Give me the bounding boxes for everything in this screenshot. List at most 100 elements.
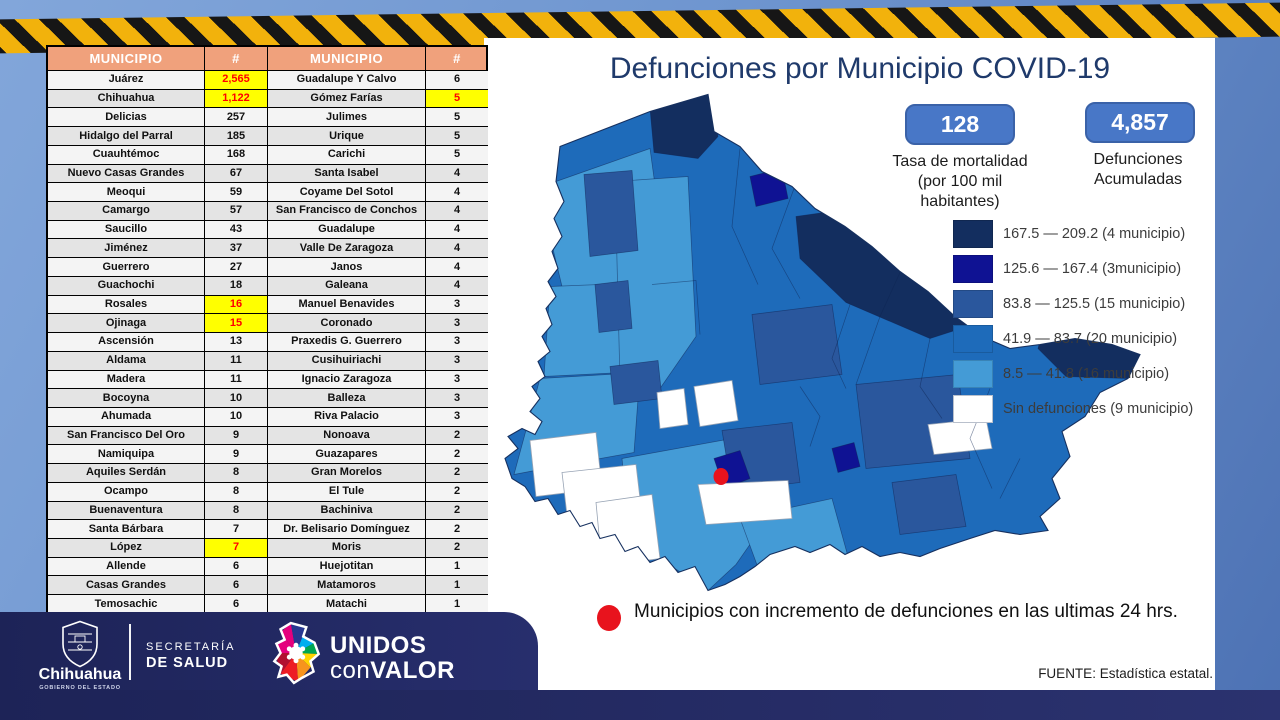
table-row: Ahumada 10 Riva Palacio 3 (48, 407, 488, 427)
municipality-cell: Jiménez (48, 239, 205, 259)
deaths-count-cell: 1,122 (205, 89, 268, 109)
deaths-count-cell: 185 (205, 127, 268, 146)
deaths-count-cell: 5 (426, 145, 488, 165)
deaths-count-cell: 4 (426, 164, 488, 184)
table-row: Ojinaga 15 Coronado 3 (48, 314, 488, 334)
table-row: Meoqui 59 Coyame Del Sotol 4 (48, 183, 488, 203)
deaths-count-cell: 8 (205, 501, 268, 521)
municipality-cell: Coyame Del Sotol (268, 183, 426, 203)
deaths-count-cell: 10 (205, 407, 268, 427)
footer-brand-sub: GOBIERNO DEL ESTADO (39, 685, 121, 691)
municipality-cell: Juárez (48, 71, 205, 90)
municipality-cell: Guadalupe (268, 220, 426, 240)
municipality-cell: Bocoyna (48, 389, 205, 408)
municipality-cell: Praxedis G. Guerrero (268, 333, 426, 352)
table-row: Santa Bárbara 7 Dr. Belisario Domínguez 2 (48, 520, 488, 539)
municipality-cell: Allende (48, 557, 205, 577)
deaths-count-cell: 3 (426, 314, 488, 334)
legend-item: 8.5 — 41.8 (16 municipio) (953, 359, 1215, 388)
table-row: Allende 6 Huejotitan 1 (48, 557, 488, 577)
deaths-count-cell: 7 (205, 520, 268, 539)
deaths-count-cell: 6 (205, 595, 268, 614)
deaths-count-cell: 4 (426, 183, 488, 203)
table-row: Rosales 16 Manuel Benavides 3 (48, 295, 488, 315)
deaths-count-cell: 5 (426, 89, 488, 109)
footer-brand: Chihuahua (38, 666, 122, 683)
table-row: Casas Grandes 6 Matamoros 1 (48, 576, 488, 596)
header-municipio: MUNICIPIO (268, 47, 426, 71)
deaths-count-cell: 4 (426, 239, 488, 259)
municipality-cell: Chihuahua (48, 89, 205, 109)
legend-swatch (953, 359, 993, 388)
municipality-cell: Guerrero (48, 258, 205, 277)
deaths-count-cell: 6 (205, 576, 268, 596)
deaths-count-cell: 6 (205, 557, 268, 577)
accumulated-deaths-badge: 4,857 (1085, 102, 1195, 143)
deaths-table: MUNICIPIO # MUNICIPIO # Juárez 2,565 Guadalupe… (46, 45, 488, 616)
municipality-cell: Moris (268, 538, 426, 558)
municipality-cell: Aldama (48, 351, 205, 371)
legend-swatch (953, 394, 993, 423)
accumulated-deaths-value: 4,857 (1111, 109, 1169, 135)
deaths-count-cell: 9 (205, 445, 268, 465)
deaths-count-cell: 9 (205, 426, 268, 446)
legend-label: 41.9 — 83.7 (20 municipio) (1003, 330, 1178, 347)
municipality-cell: Valle De Zaragoza (268, 239, 426, 259)
municipality-cell: Rosales (48, 295, 205, 315)
table-row: Nuevo Casas Grandes 67 Santa Isabel 4 (48, 164, 488, 184)
table-row: Saucillo 43 Guadalupe 4 (48, 220, 488, 240)
table-row: Aquiles Serdán 8 Gran Morelos 2 (48, 464, 488, 483)
table-row: Ocampo 8 El Tule 2 (48, 482, 488, 502)
deaths-count-cell: 2 (426, 445, 488, 465)
deaths-count-cell: 3 (426, 295, 488, 315)
deaths-count-cell: 15 (205, 314, 268, 334)
legend-item: Sin defunciones (9 municipio) (953, 394, 1215, 423)
footer-dept-line1: SECRETARÍA (146, 641, 236, 653)
municipality-cell: Dr. Belisario Domínguez (268, 520, 426, 539)
municipality-cell: Santa Bárbara (48, 520, 205, 539)
deaths-count-cell: 2 (426, 426, 488, 446)
municipality-cell: San Francisco Del Oro (48, 426, 205, 446)
municipality-cell: Namiquipa (48, 445, 205, 465)
source-text: FUENTE: Estadística estatal. (1038, 666, 1213, 681)
legend-label: 125.6 — 167.4 (3municipio) (1003, 260, 1182, 277)
table-row: Madera 11 Ignacio Zaragoza 3 (48, 370, 488, 390)
deaths-count-cell: 11 (205, 351, 268, 371)
deaths-count-cell: 2 (426, 464, 488, 483)
table-header-row: MUNICIPIO # MUNICIPIO # (48, 47, 488, 71)
municipality-cell: Guadalupe Y Calvo (268, 71, 426, 90)
deaths-count-cell: 43 (205, 220, 268, 240)
municipality-cell: Julimes (268, 108, 426, 128)
municipality-cell: Temosachic (48, 595, 205, 614)
municipality-cell: Nuevo Casas Grandes (48, 164, 205, 184)
mortality-rate-badge: 128 (905, 104, 1015, 145)
legend-label: 8.5 — 41.8 (16 municipio) (1003, 365, 1170, 382)
deaths-count-cell: 3 (426, 333, 488, 352)
deaths-count-cell: 2,565 (205, 71, 268, 90)
bottom-bar (0, 690, 1280, 720)
deaths-count-cell: 37 (205, 239, 268, 259)
table-row: Cuauhtémoc 168 Carichi 5 (48, 145, 488, 165)
table-row: Juárez 2,565 Guadalupe Y Calvo 6 (48, 71, 488, 90)
municipality-cell: Carichi (268, 145, 426, 165)
legend-swatch (953, 289, 993, 318)
deaths-count-cell: 7 (205, 538, 268, 558)
increment-note: Municipios con incremento de defunciones… (634, 601, 1178, 622)
deaths-count-cell: 57 (205, 202, 268, 221)
municipality-cell: Gran Morelos (268, 464, 426, 483)
deaths-count-cell: 2 (426, 501, 488, 521)
table-row: Namiquipa 9 Guazapares 2 (48, 445, 488, 465)
deaths-count-cell: 67 (205, 164, 268, 184)
mortality-rate-label: Tasa de mortalidad (por 100 mil habitant… (892, 153, 1028, 210)
municipality-cell: Ignacio Zaragoza (268, 370, 426, 390)
header-count: # (426, 47, 488, 71)
unidos-con-valor-logo (273, 621, 320, 685)
municipality-cell: Manuel Benavides (268, 295, 426, 315)
legend-label: Sin defunciones (9 municipio) (1003, 400, 1194, 417)
table-row: López 7 Moris 2 (48, 538, 488, 558)
table-row: Bocoyna 10 Balleza 3 (48, 389, 488, 408)
deaths-count-cell: 4 (426, 202, 488, 221)
table-row: Buenaventura 8 Bachiniva 2 (48, 501, 488, 521)
legend-item: 125.6 — 167.4 (3municipio) (953, 254, 1215, 283)
deaths-count-cell: 8 (205, 464, 268, 483)
